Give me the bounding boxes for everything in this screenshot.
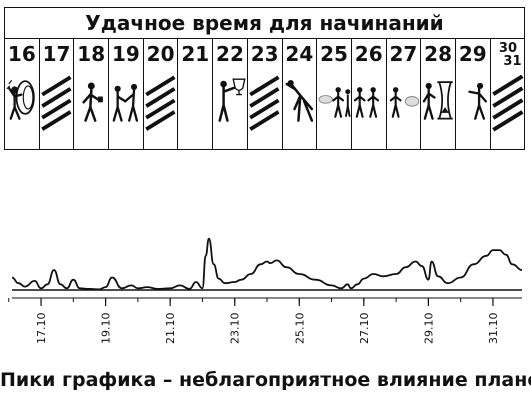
figure-stretching-icon <box>285 79 313 122</box>
group-of-figures-icon <box>353 87 379 118</box>
day-number: 28 <box>424 42 453 66</box>
x-axis: 17.10 19.10 21.10 23.10 25.10 27.10 29.10 31.10 <box>8 297 522 345</box>
figure-with-hourglass-icon <box>468 82 487 120</box>
day-cell-30-31: 30 31 <box>491 39 526 149</box>
x-tick-label: 19.10 <box>100 313 113 345</box>
day-cell-24: 24 <box>283 39 318 149</box>
day-number: 22 <box>216 42 244 66</box>
day-number: 30 31 <box>491 42 526 68</box>
day-cell-21: 21 <box>178 39 214 149</box>
day-number: 18 <box>77 42 106 66</box>
day-number: 17 <box>42 42 71 66</box>
day-number: 23 <box>250 42 279 66</box>
day-number: 16 <box>7 42 36 66</box>
day-number: 24 <box>285 42 314 66</box>
day-cell-29: 29 <box>456 39 491 149</box>
x-tick-label: 17.10 <box>35 313 48 345</box>
day-number-top: 30 <box>498 41 518 56</box>
day-cell-28: 28 <box>421 39 456 149</box>
day-cell-20: 20 <box>144 39 179 149</box>
chart-caption: Пики графика – неблагоприятное влияние п… <box>0 369 531 391</box>
chart-plot-area <box>11 237 523 291</box>
influence-line-chart: 17.10 19.10 21.10 23.10 25.10 27.10 29.10 31.10 <box>8 237 523 345</box>
x-tick-label: 21.10 <box>164 313 177 345</box>
day-cell-27: 27 <box>387 39 422 149</box>
day-number: 19 <box>111 42 140 66</box>
figure-with-trophy-icon <box>218 78 246 122</box>
figure-with-hourglass-icon <box>422 81 454 120</box>
day-number: 29 <box>458 42 487 66</box>
day-cell-26: 26 <box>352 39 387 149</box>
x-tick-label: 29.10 <box>422 313 435 345</box>
day-cell-25: 25 <box>317 39 352 149</box>
day-cell-19: 19 <box>109 39 144 149</box>
stripes-icon <box>249 75 280 131</box>
calendar-days: 16 17 18 19 <box>5 39 524 149</box>
day-number: 21 <box>181 42 210 66</box>
figure-with-wreath-icon <box>6 79 35 120</box>
stripes-icon <box>491 75 524 132</box>
stripes-icon <box>40 75 72 131</box>
series-line-0 <box>11 237 523 291</box>
day-cell-17: 17 <box>40 39 75 149</box>
group-of-figures-icon <box>318 87 351 118</box>
x-tick-label: 31.10 <box>487 313 500 345</box>
day-cell-22: 22 <box>213 39 248 149</box>
day-cell-18: 18 <box>74 39 110 149</box>
calendar-title: Удачное время для начинаний <box>5 8 524 39</box>
day-number: 25 <box>320 42 348 66</box>
group-of-figures-icon <box>389 87 419 118</box>
figure-walking-icon <box>82 82 104 122</box>
figures-handshake-icon <box>112 83 139 122</box>
day-cell-16: 16 <box>5 39 40 149</box>
x-tick-label: 25.10 <box>293 313 306 345</box>
day-number-bottom: 31 <box>503 54 522 69</box>
calendar-table: Удачное время для начинаний 16 17 18 <box>4 7 525 150</box>
day-number: 20 <box>146 42 175 66</box>
x-tick-label: 27.10 <box>358 313 371 345</box>
day-number: 27 <box>389 42 418 66</box>
x-tick-label: 23.10 <box>229 313 242 345</box>
day-number: 26 <box>354 42 383 66</box>
day-cell-23: 23 <box>248 39 283 149</box>
stripes-icon <box>144 75 176 131</box>
